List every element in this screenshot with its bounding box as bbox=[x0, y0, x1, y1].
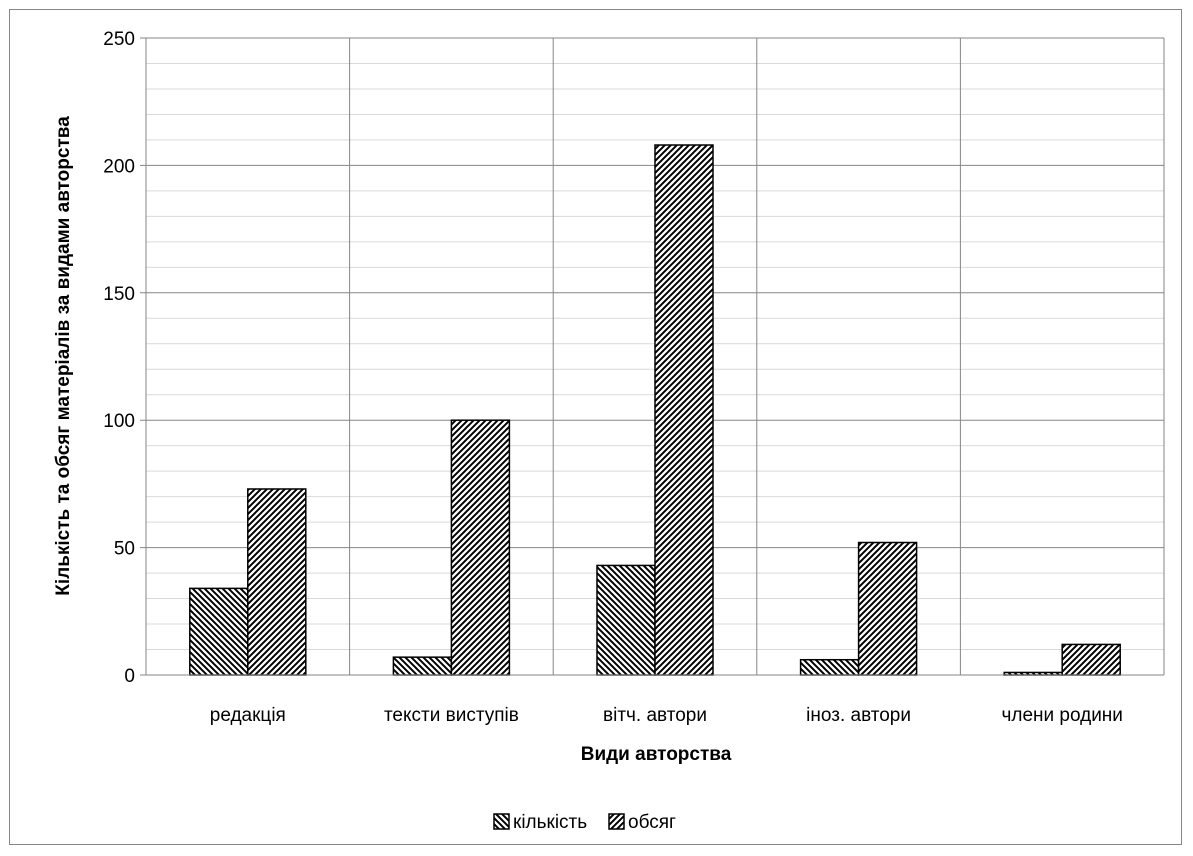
legend-swatch-kilkist bbox=[493, 813, 510, 830]
x-tick-label: іноз. автори bbox=[806, 705, 911, 726]
y-tick-label: 250 bbox=[103, 29, 135, 50]
bars bbox=[189, 144, 1121, 676]
y-tick-label: 200 bbox=[103, 156, 135, 177]
bar-series-1 bbox=[857, 541, 918, 676]
legend-swatch-obsiah bbox=[608, 813, 625, 830]
bar-series-1 bbox=[1061, 643, 1121, 676]
bar-series-1 bbox=[654, 144, 714, 676]
y-tick-label: 150 bbox=[103, 284, 135, 305]
y-tick-label: 100 bbox=[103, 411, 135, 432]
y-tick-label: 50 bbox=[114, 539, 135, 560]
bar-series-0 bbox=[392, 656, 453, 676]
legend-label-obsiah: обсяг bbox=[628, 812, 676, 833]
bar-series-0 bbox=[799, 658, 860, 676]
y-axis-title: Кількість та обсяг матеріалів за видами … bbox=[53, 116, 74, 596]
x-tick-label: вітч. автори bbox=[603, 705, 707, 726]
x-tick-label: члени родини bbox=[1001, 705, 1122, 726]
chart-frame bbox=[9, 9, 1182, 845]
bar-series-0 bbox=[596, 564, 656, 676]
bar-series-1 bbox=[450, 419, 511, 676]
x-tick-label: редакція bbox=[210, 705, 286, 726]
x-axis-title: Види авторства bbox=[581, 744, 732, 765]
x-tick-label: тексти виступів bbox=[384, 705, 519, 726]
x-tick-labels: редакція тексти виступів вітч. автори іноз.… bbox=[210, 705, 1123, 726]
legend-label-kilkist: кількість bbox=[513, 812, 587, 833]
bar-series-1 bbox=[247, 488, 307, 676]
bar-series-0 bbox=[189, 587, 249, 676]
y-tick-label: 0 bbox=[124, 666, 135, 687]
y-tick-labels: 0 50 100 150 200 250 bbox=[103, 29, 135, 687]
axes bbox=[145, 38, 1164, 676]
legend: кількість обсяг bbox=[493, 812, 676, 833]
